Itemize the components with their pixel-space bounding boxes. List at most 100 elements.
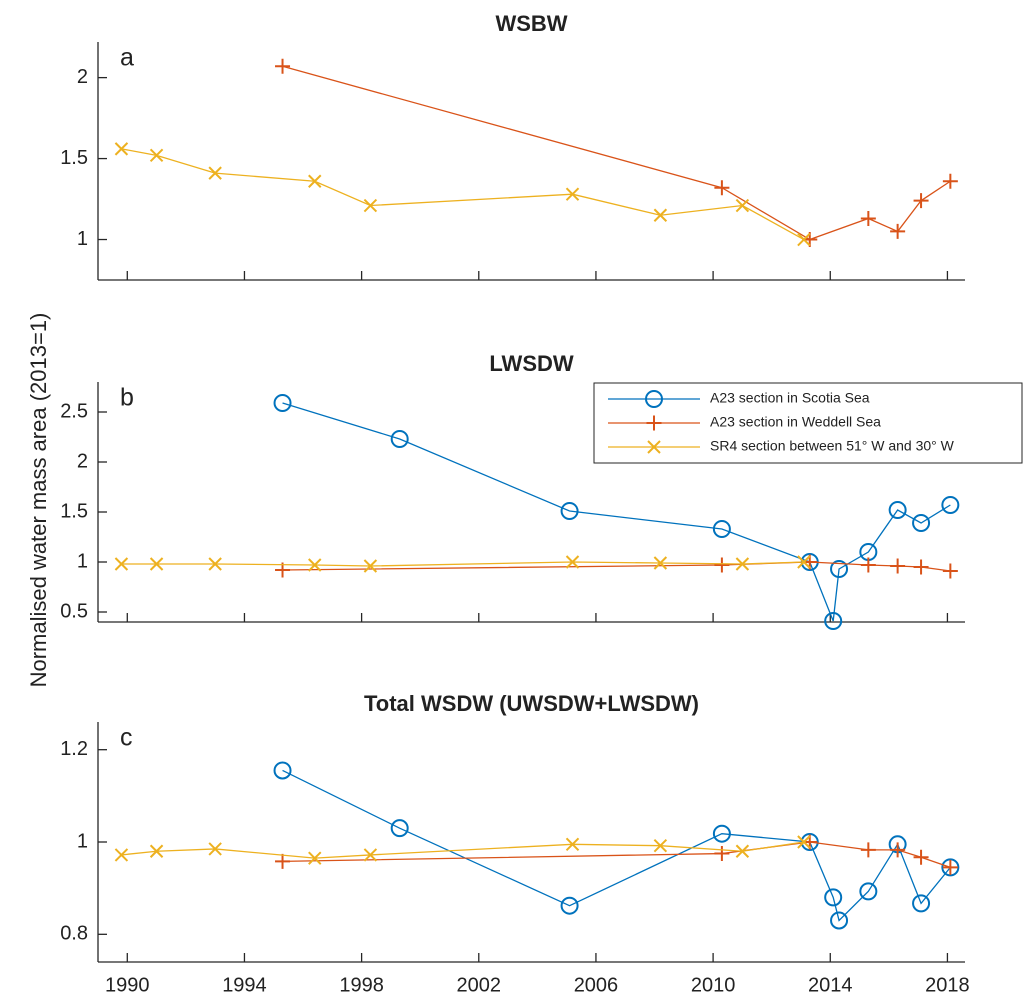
marker (390, 430, 409, 448)
panel-letter: b (120, 384, 134, 412)
marker (647, 440, 661, 454)
panel-letter: c (120, 724, 133, 752)
marker (860, 842, 876, 858)
x-tick-label: 2006 (574, 974, 619, 996)
marker (149, 844, 164, 858)
marker (308, 174, 322, 188)
y-tick-label: 0.8 (60, 923, 88, 945)
panel-title: WSBW (495, 11, 567, 36)
marker (275, 58, 291, 74)
marker (565, 555, 580, 569)
marker (114, 848, 129, 862)
y-tick-label: 2 (77, 450, 88, 472)
marker (941, 496, 960, 514)
x-tick-label: 2018 (925, 974, 970, 996)
marker (714, 180, 730, 196)
y-tick-label: 1 (77, 550, 88, 572)
marker (913, 559, 929, 575)
panel-title: Total WSDW (UWSDW+LWSDW) (364, 691, 699, 716)
marker (824, 888, 843, 907)
y-tick-label: 1.5 (60, 500, 88, 522)
marker (114, 142, 129, 156)
marker (646, 415, 662, 431)
marker (645, 390, 663, 408)
y-tick-label: 1.2 (60, 738, 88, 760)
marker (942, 563, 958, 579)
marker (308, 558, 322, 572)
y-tick-label: 1 (77, 830, 88, 852)
marker (942, 173, 958, 189)
marker (735, 844, 750, 858)
marker (735, 557, 750, 571)
x-tick-label: 1990 (105, 974, 150, 996)
marker (912, 514, 931, 532)
marker (830, 560, 849, 578)
marker (942, 859, 958, 875)
marker (712, 520, 731, 538)
marker (149, 148, 164, 163)
marker (860, 210, 876, 226)
marker (363, 198, 378, 213)
x-tick-label: 2010 (691, 974, 736, 996)
marker (890, 842, 906, 858)
marker (653, 838, 668, 853)
marker (208, 557, 222, 571)
marker (273, 761, 292, 780)
legend-label: SR4 section between 51° W and 30° W (710, 438, 955, 454)
marker (797, 232, 811, 247)
y-tick-label: 2 (77, 66, 88, 88)
marker (273, 394, 292, 412)
x-tick-label: 1998 (339, 974, 384, 996)
x-tick-label: 2002 (457, 974, 502, 996)
marker (888, 501, 907, 519)
marker (797, 555, 811, 569)
marker (308, 851, 322, 865)
marker (714, 846, 730, 862)
marker (560, 502, 579, 520)
marker (890, 558, 906, 574)
marker (363, 848, 378, 862)
y-tick-label: 1.5 (60, 147, 88, 169)
marker (797, 835, 811, 849)
x-tick-label: 1994 (222, 974, 267, 996)
series-line (282, 769, 951, 922)
marker (712, 824, 731, 843)
marker (860, 557, 876, 573)
marker (859, 882, 878, 901)
marker (114, 557, 129, 571)
y-tick-label: 0.5 (60, 600, 88, 622)
marker (275, 853, 291, 869)
legend-label: A23 section in Scotia Sea (710, 390, 870, 406)
marker (912, 894, 931, 913)
marker (565, 187, 580, 201)
panel-letter: a (120, 44, 134, 72)
marker (565, 837, 580, 852)
marker (824, 612, 843, 630)
series-line (282, 561, 951, 572)
marker (913, 193, 929, 209)
marker (890, 223, 906, 239)
marker (363, 559, 378, 573)
marker (735, 198, 750, 213)
x-tick-label: 2014 (808, 974, 853, 996)
series-line (282, 65, 951, 241)
marker (560, 896, 579, 915)
marker (149, 557, 164, 571)
marker (653, 208, 668, 222)
marker (390, 819, 409, 838)
panel-title: LWSDW (489, 351, 574, 376)
y-axis-label: Normalised water mass area (2013=1) (26, 313, 51, 688)
marker (208, 842, 222, 856)
legend-label: A23 section in Weddell Sea (710, 414, 881, 430)
series-line (121, 148, 805, 241)
marker (208, 166, 222, 180)
marker (714, 557, 730, 573)
marker (913, 849, 929, 865)
marker (653, 556, 668, 570)
y-tick-label: 1 (77, 228, 88, 250)
marker (941, 858, 960, 877)
series-line (121, 841, 804, 859)
marker (830, 911, 849, 930)
